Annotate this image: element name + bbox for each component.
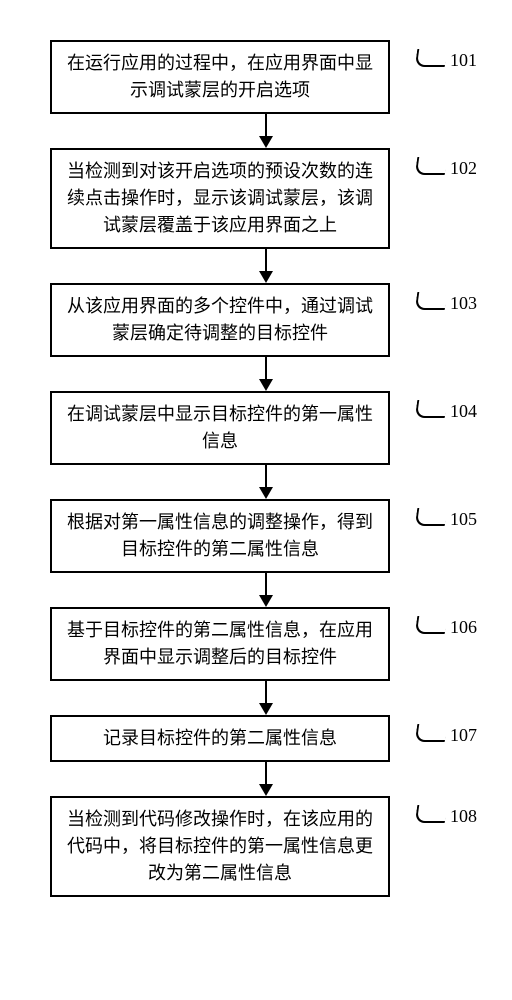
step-label: 103: [416, 293, 477, 314]
step-number: 102: [450, 158, 477, 179]
flow-step: 基于目标控件的第二属性信息，在应用界面中显示调整后的目标控件 106: [30, 607, 482, 681]
flow-step: 在调试蒙层中显示目标控件的第一属性信息 104: [30, 391, 482, 465]
tick-mark: [415, 400, 448, 418]
step-box: 在调试蒙层中显示目标控件的第一属性信息: [50, 391, 390, 465]
step-box: 根据对第一属性信息的调整操作，得到目标控件的第二属性信息: [50, 499, 390, 573]
step-number: 108: [450, 806, 477, 827]
step-label: 101: [416, 50, 477, 71]
step-box: 在运行应用的过程中，在应用界面中显示调试蒙层的开启选项: [50, 40, 390, 114]
flow-step: 在运行应用的过程中，在应用界面中显示调试蒙层的开启选项 101: [30, 40, 482, 114]
step-box: 当检测到代码修改操作时，在该应用的代码中，将目标控件的第一属性信息更改为第二属性…: [50, 796, 390, 897]
flow-arrow: [96, 249, 436, 283]
step-box: 基于目标控件的第二属性信息，在应用界面中显示调整后的目标控件: [50, 607, 390, 681]
step-label: 105: [416, 509, 477, 530]
tick-mark: [415, 724, 448, 742]
flowchart-container: 在运行应用的过程中，在应用界面中显示调试蒙层的开启选项 101 当检测到对该开启…: [30, 40, 482, 897]
tick-mark: [415, 157, 448, 175]
step-label: 108: [416, 806, 477, 827]
flow-step: 根据对第一属性信息的调整操作，得到目标控件的第二属性信息 105: [30, 499, 482, 573]
tick-mark: [415, 616, 448, 634]
step-number: 107: [450, 725, 477, 746]
flow-arrow: [96, 114, 436, 148]
tick-mark: [415, 508, 448, 526]
flow-step: 从该应用界面的多个控件中，通过调试蒙层确定待调整的目标控件 103: [30, 283, 482, 357]
flow-step: 当检测到对该开启选项的预设次数的连续点击操作时，显示该调试蒙层，该调试蒙层覆盖于…: [30, 148, 482, 249]
step-number: 104: [450, 401, 477, 422]
step-number: 105: [450, 509, 477, 530]
step-label: 107: [416, 725, 477, 746]
flow-arrow: [96, 357, 436, 391]
step-box: 当检测到对该开启选项的预设次数的连续点击操作时，显示该调试蒙层，该调试蒙层覆盖于…: [50, 148, 390, 249]
step-box: 从该应用界面的多个控件中，通过调试蒙层确定待调整的目标控件: [50, 283, 390, 357]
step-number: 103: [450, 293, 477, 314]
flow-step: 记录目标控件的第二属性信息 107: [30, 715, 482, 762]
step-label: 102: [416, 158, 477, 179]
tick-mark: [415, 292, 448, 310]
flow-arrow: [96, 573, 436, 607]
tick-mark: [415, 805, 448, 823]
flow-step: 当检测到代码修改操作时，在该应用的代码中，将目标控件的第一属性信息更改为第二属性…: [30, 796, 482, 897]
step-label: 106: [416, 617, 477, 638]
step-label: 104: [416, 401, 477, 422]
flow-arrow: [96, 465, 436, 499]
step-box: 记录目标控件的第二属性信息: [50, 715, 390, 762]
step-number: 101: [450, 50, 477, 71]
tick-mark: [415, 49, 448, 67]
step-number: 106: [450, 617, 477, 638]
flow-arrow: [96, 681, 436, 715]
flow-arrow: [96, 762, 436, 796]
